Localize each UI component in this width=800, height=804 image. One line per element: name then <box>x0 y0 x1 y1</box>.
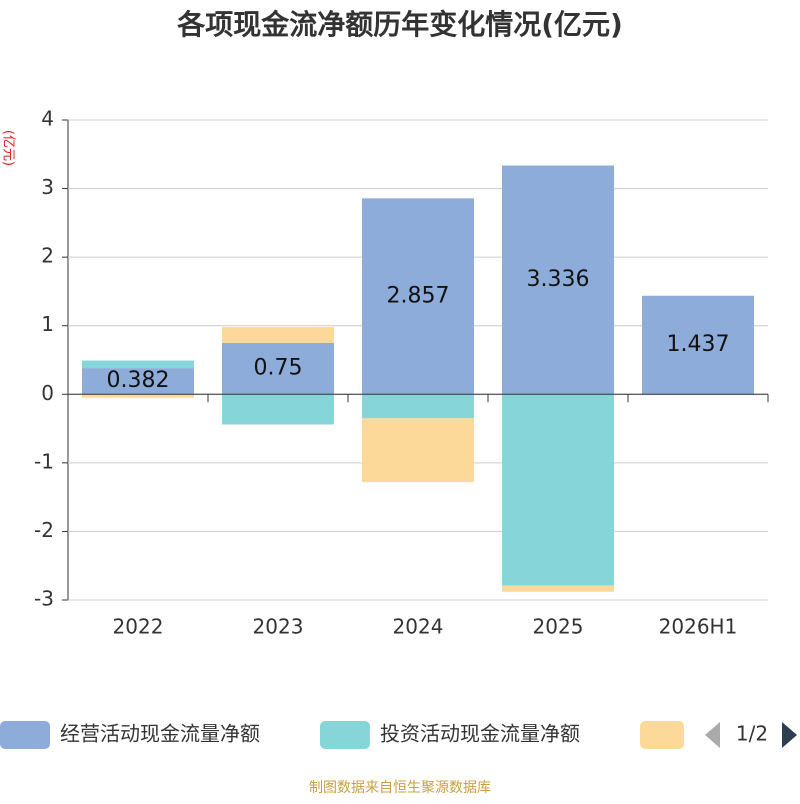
y-tick-label: 4 <box>41 107 54 131</box>
y-tick-label: 2 <box>41 244 54 268</box>
legend-page: 1/2 <box>736 722 768 746</box>
bar-segment <box>502 585 614 592</box>
data-label: 3.336 <box>527 267 590 292</box>
y-tick-label: 0 <box>41 381 54 405</box>
bar-segment <box>362 394 474 419</box>
bar-segment <box>502 394 614 586</box>
bar-segment <box>222 342 334 395</box>
chart-title: 各项现金流净额历年变化情况(亿元) <box>176 8 623 41</box>
bar-segment <box>502 165 614 395</box>
x-tick-label: 2022 <box>113 615 164 639</box>
bar-segment <box>82 394 194 398</box>
legend-next[interactable] <box>782 722 797 748</box>
bar-segment <box>222 327 334 343</box>
legend-swatch <box>640 721 684 749</box>
legend-label: 投资活动现金流量净额 <box>380 722 580 746</box>
x-tick-label: 2026H1 <box>659 615 738 639</box>
bar-segment <box>362 198 474 395</box>
bar-segment <box>642 295 754 395</box>
source-note: 制图数据来自恒生聚源数据库 <box>309 780 491 796</box>
legend-swatch <box>0 721 50 749</box>
data-label: 1.437 <box>667 332 730 357</box>
bar-segment <box>82 368 194 395</box>
x-tick-label: 2025 <box>533 615 584 639</box>
y-tick-label: 3 <box>41 175 54 199</box>
y-tick-label: -2 <box>34 518 54 542</box>
data-label: 2.857 <box>387 283 450 308</box>
legend-prev[interactable] <box>705 722 720 748</box>
x-tick-label: 2023 <box>253 615 304 639</box>
x-tick-label: 2024 <box>393 615 444 639</box>
bar-segment <box>82 360 194 369</box>
y-tick-label: -1 <box>34 449 54 473</box>
y-tick-label: -3 <box>34 587 54 611</box>
legend-swatch <box>320 721 370 749</box>
data-label: 0.75 <box>254 356 303 381</box>
data-label: 0.382 <box>107 368 170 393</box>
y-tick-label: 1 <box>41 312 54 336</box>
y-unit: (亿元) <box>1 130 16 166</box>
bar-segment <box>362 418 474 483</box>
bar-segment <box>222 394 334 425</box>
legend-label: 经营活动现金流量净额 <box>60 722 260 746</box>
